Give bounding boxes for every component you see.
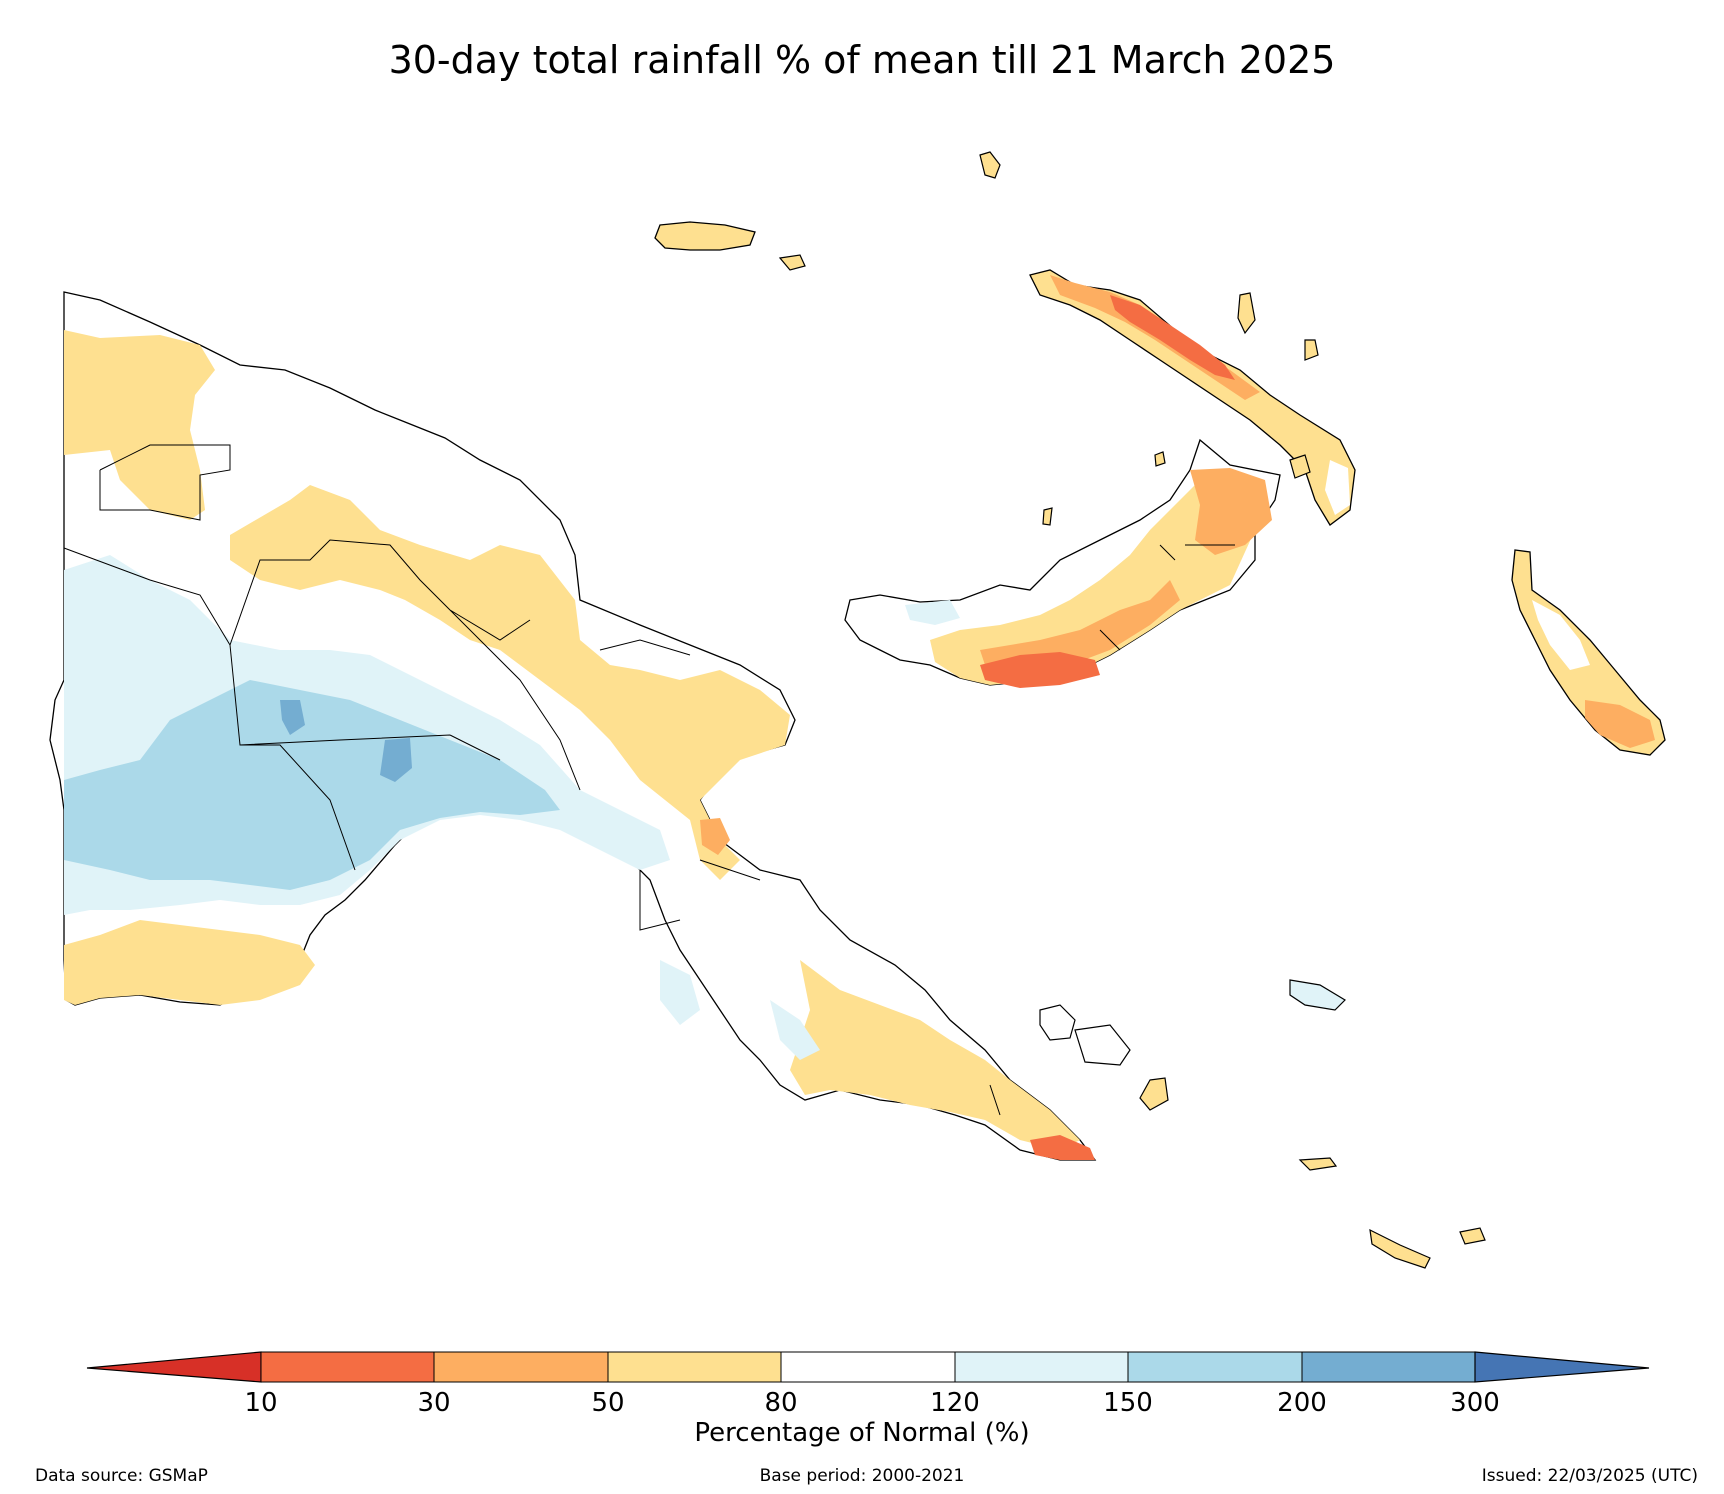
- zone-darkblue-spot: [280, 700, 305, 735]
- bougainville-orange: [1585, 700, 1655, 748]
- province-borders: [63, 444, 1001, 1116]
- issued-note: Issued: 22/03/2025 (UTC): [1481, 1466, 1698, 1486]
- colorbar-segment: [607, 1351, 782, 1383]
- zone-lightblue-southeast: [660, 960, 700, 1025]
- island-yellow: [1139, 1077, 1169, 1111]
- zone-yellow-east-tail: [790, 960, 1080, 1150]
- new-britain-red: [980, 652, 1100, 688]
- map-title: 30-day total rainfall % of mean till 21 …: [388, 38, 1336, 82]
- island-d-entrecasteaux: [1039, 1004, 1076, 1041]
- colorbar-segment: [1301, 1351, 1476, 1383]
- milne-bay-islands: [1039, 979, 1486, 1269]
- colorbar-tick: 10: [244, 1388, 278, 1418]
- new-ireland: [1029, 269, 1356, 526]
- new-ireland-red: [1110, 295, 1235, 380]
- colorbar-tick: 200: [1277, 1388, 1327, 1418]
- colorbar-tick: 80: [764, 1388, 798, 1418]
- island-small: [1154, 451, 1166, 467]
- colorbar-segment: [780, 1351, 956, 1383]
- zone-red-southeast-tip: [1030, 1135, 1095, 1160]
- bougainville: [1511, 549, 1666, 756]
- island-yellow: [1369, 1228, 1431, 1269]
- island-small: [1042, 507, 1053, 526]
- colorbar-tick: 150: [1103, 1388, 1153, 1418]
- new-britain: [844, 438, 1281, 688]
- manus-island: [654, 221, 756, 251]
- new-britain-orange: [1190, 468, 1272, 555]
- new-britain-lightblue: [905, 600, 960, 625]
- colorbar-extend-high: [1474, 1351, 1650, 1383]
- colorbar-segment: [1127, 1351, 1303, 1383]
- colorbar-tick: 50: [591, 1388, 625, 1418]
- zone-yellow-south-lobe: [64, 920, 315, 1005]
- colorbar-segment: [433, 1351, 609, 1383]
- manus-islands: [654, 151, 1319, 526]
- island-yellow: [1298, 1157, 1338, 1171]
- colorbar-tick: 30: [417, 1388, 451, 1418]
- zone-yellow-northwest: [64, 330, 215, 520]
- zone-blue-mid: [64, 680, 560, 890]
- island-small: [979, 151, 1001, 179]
- bougainville-white: [1532, 600, 1590, 670]
- colorbar-tick: 300: [1450, 1388, 1500, 1418]
- base-period-note: Base period: 2000-2021: [759, 1466, 965, 1486]
- new-britain-yellow: [930, 470, 1255, 685]
- colorbar-extend-low: [86, 1351, 262, 1383]
- island-trobriand: [1289, 979, 1346, 1011]
- island-small: [1304, 339, 1319, 361]
- province-border-nb: [1099, 544, 1235, 651]
- new-ireland-white: [1325, 460, 1350, 515]
- zone-darkblue-spot: [380, 738, 412, 782]
- island-small: [1237, 292, 1256, 335]
- island-d-entrecasteaux: [1074, 1024, 1131, 1066]
- colorbar-segment: [260, 1351, 435, 1383]
- colorbar-tick: 120: [930, 1388, 980, 1418]
- colorbar: [86, 1351, 1650, 1383]
- data-source-note: Data source: GSMaP: [35, 1466, 208, 1486]
- island-yellow: [1459, 1227, 1486, 1245]
- colorbar-segment: [954, 1351, 1129, 1383]
- zone-orange-spot: [700, 818, 730, 855]
- new-ireland-orange: [1050, 275, 1260, 400]
- zone-lightblue-southeast: [770, 1000, 820, 1060]
- mainland: [49, 291, 1097, 1161]
- island-small: [778, 254, 806, 271]
- bougainville-base: [1511, 549, 1666, 756]
- colorbar-title: Percentage of Normal (%): [694, 1418, 1030, 1448]
- zone-yellow-central-north: [230, 485, 790, 880]
- island-small: [1289, 454, 1311, 479]
